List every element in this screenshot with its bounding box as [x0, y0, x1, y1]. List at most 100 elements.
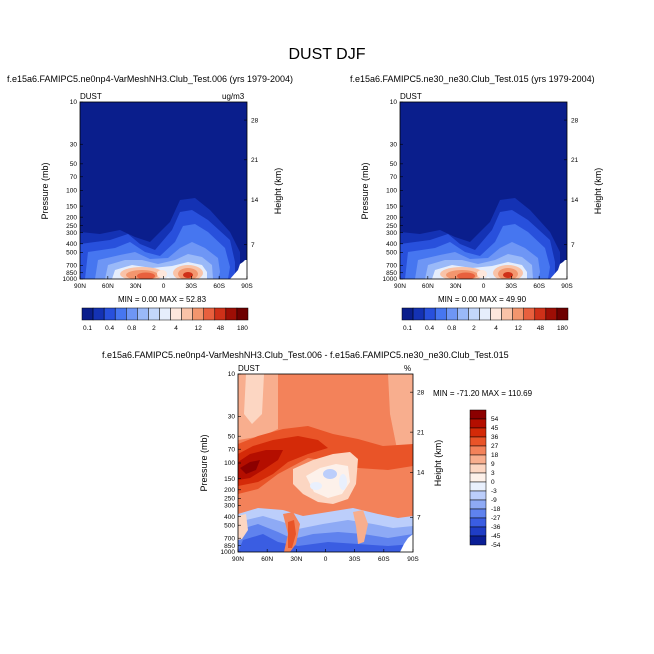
panel2-title: f.e15a6.FAMIPC5.ne30_ne30.Club_Test.015 … — [350, 74, 595, 84]
y-right-tick-label: 28 — [571, 117, 579, 124]
legend-swatch — [469, 490, 487, 501]
contour-field — [400, 102, 567, 279]
legend-2: 0.1 0.4 0.8 2 4 12 48 180 — [401, 307, 569, 332]
x-tick-label: 30S — [186, 283, 198, 290]
y-right-tick-label: 28 — [417, 389, 425, 396]
legend-swatch — [469, 517, 487, 528]
legend-swatch — [490, 307, 502, 321]
x-tick-label: 0 — [324, 556, 328, 563]
legend-label: -9 — [491, 497, 497, 504]
legend-swatch — [545, 307, 558, 321]
legend-swatch — [469, 508, 487, 519]
legend-swatch — [469, 418, 487, 429]
panel1-ylabel: Pressure (mb) — [40, 162, 50, 220]
panel1-minmax: MIN = 0.00 MAX = 52.83 — [118, 295, 207, 304]
legend-label: -27 — [491, 515, 501, 522]
legend-label: 0 — [491, 479, 495, 486]
y-tick-label: 200 — [66, 214, 77, 221]
legend-label: 0.1 — [403, 325, 412, 332]
y-tick-label: 500 — [386, 250, 397, 257]
legend-swatch — [236, 307, 249, 321]
legend-swatch — [159, 307, 171, 321]
x-tick-label: 30N — [130, 283, 142, 290]
contour-field — [238, 374, 413, 552]
y-tick-label: 400 — [386, 241, 397, 248]
y-tick-label: 700 — [386, 262, 397, 269]
panel1-legend: 0.1 0.4 0.8 2 4 12 48 180 — [81, 307, 249, 332]
y-tick-label: 30 — [228, 414, 236, 421]
y-tick-label: 700 — [224, 535, 235, 542]
y-tick-label: 70 — [390, 174, 398, 181]
legend-swatch — [469, 463, 487, 474]
panel1-ylabel-right: Height (km) — [273, 167, 283, 215]
legend-label: 54 — [491, 416, 499, 423]
legend-swatch — [501, 307, 513, 321]
panel2-legend: 0.1 0.4 0.8 2 4 12 48 180 — [401, 307, 569, 332]
x-tick-label: 90S — [561, 283, 573, 290]
x-tick-label: 90S — [241, 283, 253, 290]
x-tick-label: 30S — [506, 283, 518, 290]
x-tick-label: 0 — [162, 283, 166, 290]
x-tick-label: 90N — [74, 283, 86, 290]
panel2-left-label: DUST — [400, 92, 422, 101]
legend-label: 2 — [472, 325, 476, 332]
legend-label: -18 — [491, 506, 501, 513]
y-right-tick-label: 28 — [251, 117, 259, 124]
legend-label: 0.4 — [105, 325, 114, 332]
y-tick-label: 10 — [228, 371, 236, 378]
main-title: DUST DJF — [288, 46, 366, 63]
legend-swatch — [203, 307, 216, 321]
y-tick-label: 50 — [228, 433, 236, 440]
x-tick-label: 90S — [407, 556, 419, 563]
legend-label: 180 — [237, 325, 248, 332]
y-right-tick-label: 14 — [417, 470, 425, 477]
panel3-title: f.e15a6.FAMIPC5.ne0np4-VarMeshNH3.Club_T… — [102, 350, 509, 360]
y-right-tick-label: 7 — [571, 242, 575, 249]
legend-3: 54 45 36 27 18 9 3 0 -3 -9 -18 -27 -36 -45 -54 — [469, 409, 501, 549]
x-tick-label: 30S — [349, 556, 361, 563]
legend-swatch — [81, 307, 94, 321]
legend-swatch — [469, 436, 487, 447]
legend-label: 9 — [491, 461, 495, 468]
x-tick-label: 30N — [290, 556, 302, 563]
legend-swatch — [479, 307, 491, 321]
legend-swatch — [556, 307, 569, 321]
x-tick-label: 60S — [533, 283, 545, 290]
legend-swatch — [468, 307, 480, 321]
legend-swatch — [423, 307, 436, 321]
y-tick-label: 200 — [224, 487, 235, 494]
x-tick-label: 60N — [102, 283, 114, 290]
y-right-tick-label: 21 — [417, 429, 425, 436]
legend-label: 27 — [491, 443, 499, 450]
panel2-minmax: MIN = 0.00 MAX = 49.90 — [438, 295, 527, 304]
y-tick-label: 1000 — [63, 276, 78, 283]
legend-label: 48 — [217, 325, 225, 332]
legend-label: 48 — [537, 325, 545, 332]
x-tick-label: 60N — [422, 283, 434, 290]
legend-label: 3 — [491, 470, 495, 477]
panel1-contour-plot: 1030507010015020025030040050070085010009… — [63, 99, 259, 290]
legend-label: 45 — [491, 425, 499, 432]
legend-swatch — [103, 307, 116, 321]
legend-swatch — [225, 307, 238, 321]
y-tick-label: 850 — [386, 270, 397, 277]
axes-2: 1030507010015020025030040050070085010009… — [383, 99, 579, 290]
y-tick-label: 1000 — [221, 549, 236, 556]
y-tick-label: 150 — [66, 203, 77, 210]
legend-swatch — [469, 499, 487, 510]
y-right-tick-label: 7 — [251, 242, 255, 249]
y-right-tick-label: 21 — [251, 157, 259, 164]
legend-label: 18 — [491, 452, 499, 459]
legend-swatch — [92, 307, 105, 321]
legend-swatch — [126, 307, 138, 321]
legend-swatch — [523, 307, 536, 321]
legend-swatch — [137, 307, 149, 321]
legend-label: 0.8 — [127, 325, 136, 332]
legend-swatch — [412, 307, 425, 321]
y-tick-label: 250 — [224, 496, 235, 503]
legend-label: 4 — [494, 325, 498, 332]
y-tick-label: 100 — [66, 188, 77, 195]
legend-label: 180 — [557, 325, 568, 332]
y-tick-label: 150 — [224, 476, 235, 483]
x-tick-label: 60S — [378, 556, 390, 563]
